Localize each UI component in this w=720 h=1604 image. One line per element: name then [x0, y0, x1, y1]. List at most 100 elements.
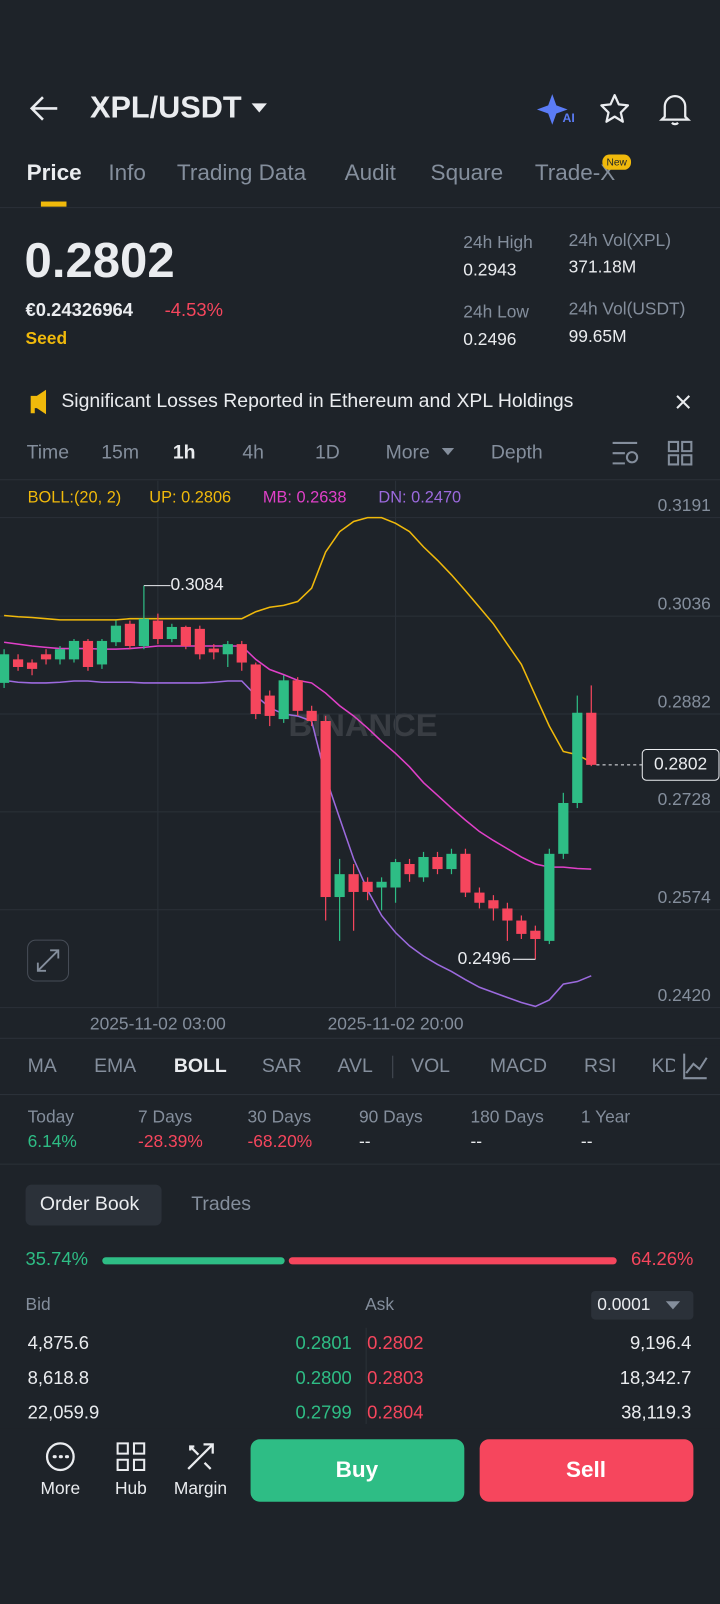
expand-icon	[36, 949, 60, 972]
bid-qty: 8,618.8	[28, 1367, 89, 1388]
pair-dropdown[interactable]	[251, 103, 267, 113]
interval[interactable]: 1h	[173, 441, 196, 463]
legend-title: BOLL:(20, 2)	[28, 489, 122, 507]
stat-value: 0.2496	[463, 329, 516, 349]
precision: 0.0001	[597, 1294, 650, 1314]
interval[interactable]: 4h	[242, 441, 264, 463]
y-tick-label: 0.2420	[658, 985, 711, 1005]
indicator-settings-icon[interactable]	[683, 1053, 708, 1080]
ai-icon[interactable]	[536, 94, 568, 125]
interval[interactable]: 1D	[315, 441, 340, 463]
ask-header: Ask	[365, 1294, 394, 1314]
ask-qty: 18,342.7	[620, 1367, 692, 1388]
period-label: 1 Year	[581, 1107, 630, 1127]
margin-icon[interactable]	[187, 1443, 214, 1470]
buy-label[interactable]: Buy	[336, 1457, 379, 1482]
close-icon[interactable]	[676, 395, 691, 409]
sell-button[interactable]	[479, 1439, 694, 1502]
candle-body	[474, 892, 485, 903]
hub-label[interactable]: Hub	[115, 1478, 147, 1498]
last-price-label: 0.2802	[654, 753, 707, 773]
ask-price: 0.2804	[367, 1402, 423, 1423]
more-label[interactable]: More	[41, 1478, 81, 1498]
fiat-price: €0.24326964	[26, 299, 134, 320]
precision-select[interactable]	[591, 1290, 694, 1320]
indicator-tab[interactable]: RSI	[584, 1055, 616, 1077]
interval[interactable]: More	[386, 441, 430, 463]
sell-label[interactable]: Sell	[566, 1457, 606, 1482]
tab[interactable]: Info	[108, 160, 146, 185]
candle-body	[40, 654, 52, 660]
y-tick-label: 0.2574	[658, 887, 711, 907]
indicator-tab[interactable]: MACD	[490, 1055, 547, 1077]
tab[interactable]: Audit	[345, 160, 397, 185]
stat-label: 24h Vol(USDT)	[569, 299, 686, 319]
order-book: 35.74% 64.26% 4,875.6 0.2801 0.2802 9,196.4 8,…	[26, 1248, 694, 1422]
more-dropdown[interactable]	[441, 448, 455, 456]
tab[interactable]: Trade-X	[535, 160, 615, 185]
bid-pct: 35.74%	[26, 1248, 88, 1269]
indicator-tab[interactable]: BOLL	[174, 1055, 227, 1077]
bid-bar	[102, 1257, 285, 1265]
news-text[interactable]: Significant Losses Reported in Ethereum …	[61, 390, 573, 412]
candle-body	[110, 625, 122, 643]
star-icon[interactable]	[600, 94, 630, 123]
performance-row: Today 6.14% 7 Days -28.39% 30 Days -68.20% 90 …	[28, 1107, 631, 1152]
candle-body	[54, 649, 66, 660]
tab[interactable]: Square	[431, 160, 504, 185]
tab[interactable]: Price	[27, 160, 82, 185]
tab[interactable]: Trading Data	[177, 160, 307, 185]
candle-body	[12, 659, 24, 667]
indicator-tab[interactable]: MA	[28, 1055, 57, 1077]
settings-icon[interactable]	[612, 441, 638, 465]
candle-body	[390, 862, 401, 888]
price-change: -4.53%	[165, 299, 223, 320]
period-label: 7 Days	[138, 1107, 192, 1127]
indicator-tab[interactable]: SAR	[262, 1055, 302, 1077]
period-label: 30 Days	[248, 1107, 312, 1127]
buy-button[interactable]	[250, 1439, 465, 1502]
indicator-tab[interactable]: EMA	[94, 1055, 136, 1077]
indicator-tab[interactable]: VOL	[411, 1055, 450, 1077]
bid-header: Bid	[26, 1294, 51, 1314]
candle-body	[194, 628, 205, 655]
candle-body	[376, 881, 387, 888]
candle-body	[446, 853, 457, 870]
layout-icon[interactable]	[667, 440, 693, 466]
period-label: 90 Days	[359, 1107, 423, 1127]
ask-qty: 9,196.4	[630, 1332, 691, 1353]
boll-line	[3, 679, 592, 1008]
back-icon[interactable]	[29, 96, 58, 121]
candle-body	[0, 654, 10, 683]
indicator-tab[interactable]: KD	[651, 1055, 678, 1077]
tab-active-bg	[25, 1184, 162, 1226]
indicator-tab[interactable]: AVL	[338, 1055, 373, 1077]
ai-label: AI	[563, 111, 575, 125]
candle-body	[292, 680, 303, 711]
candle-body	[502, 908, 513, 921]
interval[interactable]: 15m	[101, 441, 139, 463]
candle-body	[250, 664, 261, 715]
stat-label: 24h Vol(XPL)	[569, 230, 671, 250]
ask-pct: 64.26%	[631, 1248, 693, 1269]
stat-label: 24h Low	[463, 302, 529, 322]
interval[interactable]: Depth	[491, 441, 543, 463]
stat-label: 24h High	[463, 232, 533, 252]
period-value: -68.20%	[248, 1131, 313, 1151]
bid-price: 0.2801	[296, 1332, 352, 1353]
margin-label[interactable]: Margin	[174, 1478, 227, 1498]
hub-icon[interactable]	[116, 1442, 146, 1472]
y-tick-label: 0.3036	[658, 593, 711, 613]
book-tab[interactable]: Order Book	[40, 1193, 140, 1215]
candle-body	[222, 644, 233, 655]
book-tab[interactable]: Trades	[191, 1193, 251, 1215]
x-tick-label: 2025-11-02 20:00	[328, 1014, 464, 1034]
candle-body	[334, 874, 345, 898]
candle-body	[236, 644, 247, 663]
bell-icon[interactable]	[658, 95, 692, 126]
more-icon[interactable]	[45, 1442, 75, 1472]
candlestick-chart: BINANCE0.31910.30360.28820.27280.25740.2…	[0, 480, 720, 1034]
pair-title[interactable]: XPL/USDT	[90, 90, 242, 125]
ask-price: 0.2803	[367, 1367, 423, 1388]
interval[interactable]: Time	[27, 441, 69, 463]
